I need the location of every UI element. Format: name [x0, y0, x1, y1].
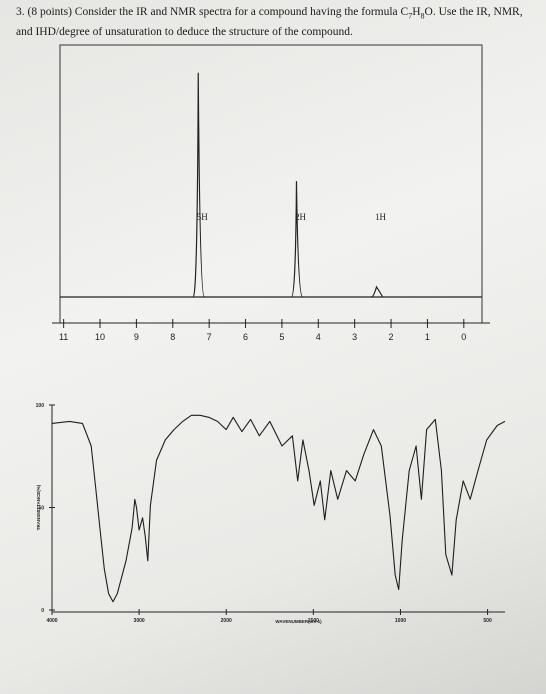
x-tick-label: 2 — [389, 332, 394, 342]
integration-label: 2H — [295, 212, 307, 222]
x-tick-label: 3 — [352, 332, 357, 342]
formula-subscript: 8 — [420, 11, 425, 21]
x-tick-label: 4 — [316, 332, 321, 342]
nmr-peak — [192, 72, 205, 298]
x-tick-label: 1500 — [308, 618, 319, 624]
formula-part: C — [400, 6, 409, 18]
question-before: (8 points) Consider the IR and NMR spect… — [27, 6, 401, 18]
y-tick-label: 100 — [36, 403, 45, 409]
formula-part: H — [412, 6, 421, 18]
x-tick-label: 10 — [95, 332, 105, 342]
x-tick-label: 500 — [483, 618, 492, 624]
integration-label: 5H — [197, 212, 209, 222]
x-tick-label: 3000 — [134, 618, 145, 624]
x-tick-label: 5 — [279, 332, 284, 342]
x-tick-label: 1 — [425, 332, 430, 342]
x-tick-label: 7 — [207, 332, 212, 342]
y-axis-label: TRANSMITTANCE(%) — [36, 484, 41, 530]
x-tick-label: 1000 — [395, 618, 406, 624]
x-tick-label: 0 — [461, 332, 466, 342]
y-tick-label: 50 — [38, 506, 44, 512]
question-text: 3. (8 points) Consider the IR and NMR sp… — [16, 4, 526, 41]
x-tick-label: 11 — [59, 332, 68, 342]
integration-label: 1H — [375, 212, 387, 222]
nmr-peak — [371, 285, 384, 298]
x-tick-label: 2000 — [221, 618, 232, 624]
x-tick-label: 9 — [134, 332, 139, 342]
formula-part: O — [424, 6, 433, 18]
nmr-peak — [290, 181, 304, 298]
question-number: 3. — [16, 6, 25, 18]
x-tick-label: 4000 — [46, 618, 57, 624]
formula-subscript: 7 — [408, 11, 413, 21]
ir-trace — [51, 414, 506, 603]
question-after: . Use the IR, NMR, and IHD/degree of uns… — [16, 6, 523, 39]
x-tick-label: 6 — [243, 332, 248, 342]
x-axis-label: WAVENUMBER(cm-1) — [275, 619, 322, 624]
y-tick-label: 0 — [41, 608, 44, 614]
nmr-frame — [59, 44, 483, 324]
x-tick-label: 8 — [170, 332, 175, 342]
